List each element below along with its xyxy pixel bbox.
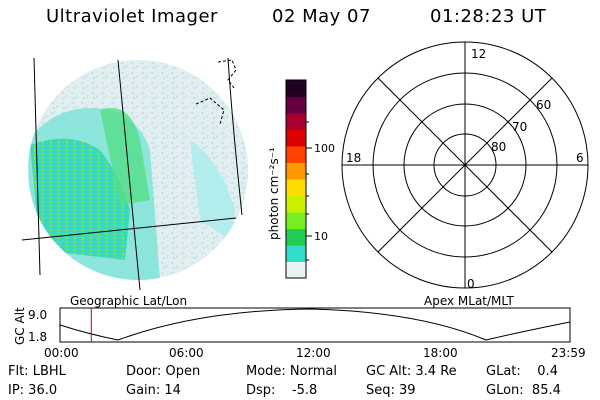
colorbar-block [286,261,306,279]
colorbar-block [286,245,306,262]
glon-value: GLon: 85.4 [486,383,561,398]
polar-lat-80: 80 [491,140,506,154]
polar-lat-60: 60 [536,98,551,112]
timeline-axis-title: GC Alt [13,307,27,345]
colorbar-block [286,96,306,114]
coastline [195,59,237,125]
gain-value: Gain: 14 [126,383,181,398]
timeline-right-label: Apex MLat/MLT [424,294,514,308]
timeline-ytick-1-8: 1.8 [28,330,47,344]
colorbar-block [286,212,306,229]
altitude-curve [59,308,571,341]
colorbar-tick-10: 10 [314,230,328,243]
date-label: 02 May 07 [272,6,371,27]
colorbar-block [286,80,306,97]
gc-alt-value: GC Alt: 3.4 Re [366,364,457,379]
instrument-title: Ultraviolet Imager [46,6,218,27]
polar-hour-6: 6 [576,151,584,165]
polar-plot [341,41,589,289]
colorbar-unit-label: photon cm⁻²s⁻¹ [267,147,281,240]
polar-lat-70: 70 [512,120,527,134]
ip-value: IP: 36.0 [8,383,58,398]
timeline-xtick-3: 18:00 [423,346,458,360]
polar-meridian-diag2 [377,77,553,253]
polar-hour-12: 12 [471,47,486,61]
timeline-xtick-1: 06:00 [169,346,204,360]
uv-image-disk [28,60,248,280]
time-label: 01:28:23 UT [430,6,547,27]
colorbar-block [286,228,306,246]
colorbar-block [286,129,306,147]
timeline-xtick-0: 00:00 [44,346,79,360]
mode-value: Mode: Normal [246,364,337,379]
timeline-left-label: Geographic Lat/Lon [70,294,187,308]
colorbar-block [286,113,306,130]
glat-value: GLat: 0.4 [486,364,558,379]
polar-hour-18: 18 [346,151,361,165]
timeline-ytick-9: 9.0 [28,308,47,322]
door-value: Door: Open [126,364,201,379]
polar-hour-0: 0 [467,277,475,291]
geo-grid-lines [21,57,243,291]
colorbar-tick-100: 100 [314,142,335,155]
colorbar-block [286,179,306,196]
seq-value: Seq: 39 [366,383,416,398]
color-bar: 100 10 photon cm⁻²s⁻¹ [267,79,335,279]
colorbar-block [286,195,306,213]
timeline-xtick-2: 12:00 [296,346,331,360]
timeline-panel: Geographic Lat/Lon Apex MLat/MLT GC Alt … [13,294,586,360]
dsp-value: Dsp: -5.8 [246,383,318,398]
filter-value: Flt: LBHL [8,364,66,379]
timeline-xtick-4: 23:59 [551,346,586,360]
colorbar-block [286,162,306,180]
colorbar-block [286,146,306,163]
